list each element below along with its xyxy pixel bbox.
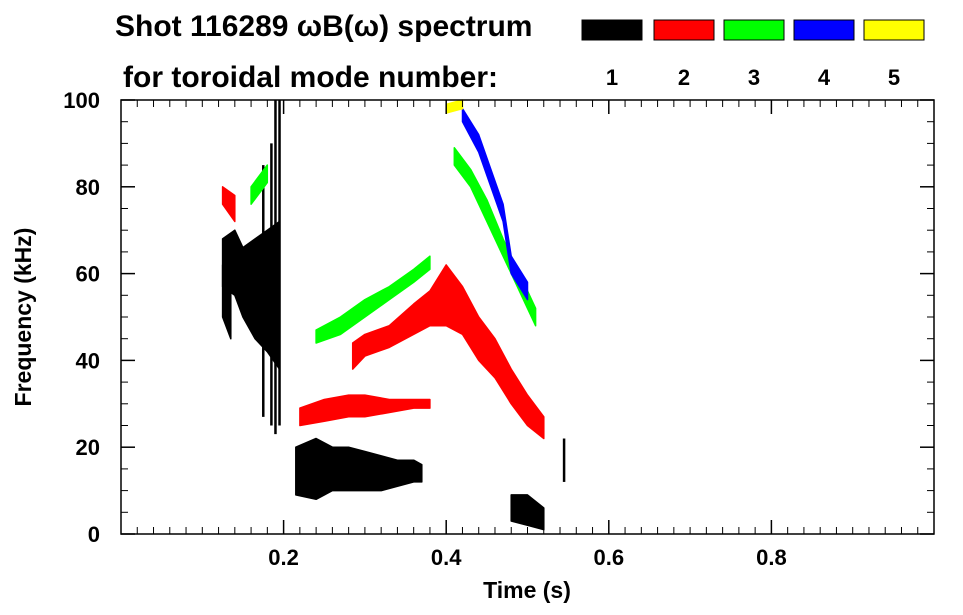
y-tick-label-1: 20	[76, 435, 100, 460]
axis-ticks	[121, 99, 934, 535]
spectrogram-data	[221, 99, 566, 531]
legend-label-mode-1: 1	[606, 65, 618, 90]
mode-3-feature-11	[250, 164, 269, 205]
y-tick-label-0: 0	[88, 522, 100, 547]
mode-2-feature-6	[299, 394, 431, 427]
x-tick-label-3: 0.8	[756, 545, 787, 570]
legend-label-mode-5: 5	[888, 65, 900, 90]
legend-swatch-mode-2	[653, 19, 715, 41]
mode-5-feature-13	[445, 99, 464, 114]
legend-swatch-mode-3	[723, 19, 785, 41]
y-tick-labels: 0 20 40 60 80 100	[63, 88, 100, 547]
y-tick-label-4: 80	[76, 175, 100, 200]
y-tick-label-5: 100	[63, 88, 100, 113]
mode-1-feature-1	[221, 264, 232, 340]
chart-title-line2: for toroidal mode number:	[123, 61, 498, 94]
legend: 1 2 3 4 5	[581, 19, 925, 90]
y-axis-title: Frequency (kHz)	[10, 228, 36, 407]
y-tick-label-2: 40	[76, 348, 100, 373]
legend-label-mode-4: 4	[818, 65, 831, 90]
legend-label-mode-2: 2	[678, 65, 690, 90]
legend-swatch-mode-1	[581, 19, 643, 41]
x-tick-label-2: 0.6	[594, 545, 625, 570]
legend-swatch-mode-4	[793, 19, 855, 41]
mode-2-feature-8	[221, 186, 236, 223]
legend-swatch-mode-5	[863, 19, 925, 41]
x-axis-title: Time (s)	[483, 577, 571, 603]
y-tick-label-3: 60	[76, 262, 100, 287]
chart-title-line1: Shot 116289 ωB(ω) spectrum	[115, 10, 532, 43]
mode-4-feature-12	[461, 107, 529, 301]
mode-3-feature-9	[315, 255, 431, 344]
mode-1-feature-4	[510, 494, 545, 531]
mode-1-feature-2	[262, 100, 281, 435]
x-tick-labels: 0.2 0.4 0.6 0.8	[268, 545, 786, 570]
legend-label-mode-3: 3	[748, 65, 760, 90]
mode-1-feature-3	[295, 437, 423, 501]
x-tick-label-1: 0.4	[431, 545, 462, 570]
x-tick-label-0: 0.2	[268, 545, 299, 570]
mode-2-feature-7	[351, 264, 545, 440]
